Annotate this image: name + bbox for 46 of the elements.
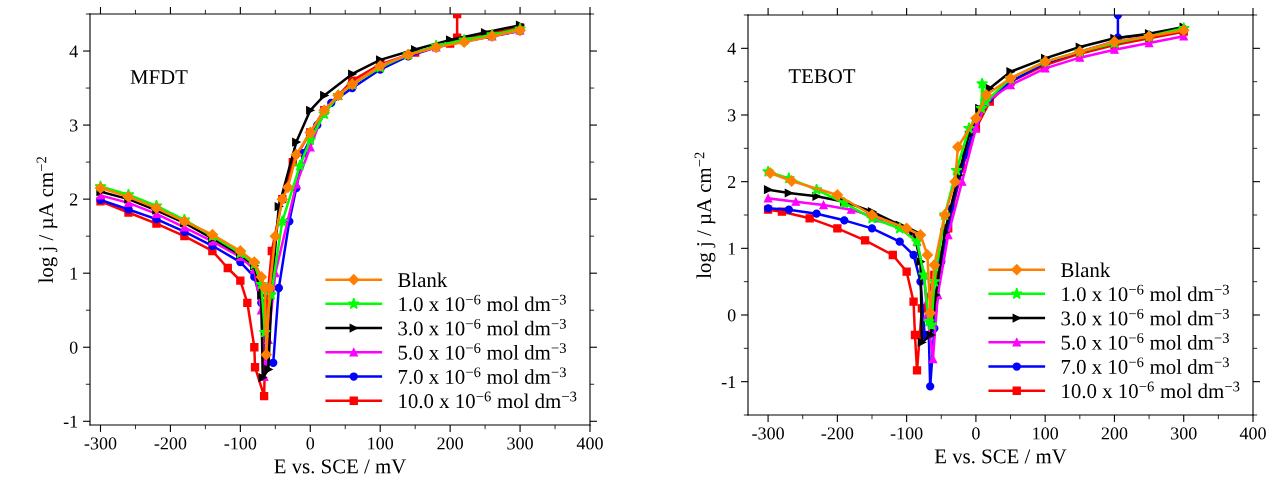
y-tick-label: 3 xyxy=(728,109,736,122)
x-tick-label: 400 xyxy=(1239,427,1266,440)
x-tick-label: 100 xyxy=(368,437,394,450)
legend-label: 10.0 x 10$^{−6}$ mol dm$^{−3}$ xyxy=(399,391,577,409)
x-tick-label: -300 xyxy=(84,437,117,450)
x-axis-title: E vs. SCE / mV xyxy=(274,459,407,474)
x-tick-label: -100 xyxy=(890,427,923,440)
y-tick-label: 1 xyxy=(70,267,78,280)
x-tick-label: 300 xyxy=(507,437,533,450)
legend-label: 5.0 x 10$^{−6}$ mol dm$^{−3}$ xyxy=(398,343,566,360)
y-tick-label: 4 xyxy=(69,45,78,58)
legend-label: Blank xyxy=(398,272,448,288)
legend-label: 1.0 x 10$^{−6}$ mol dm$^{−3}$ xyxy=(399,294,566,312)
legend-label: Blank xyxy=(1061,262,1111,278)
x-tick-label: 0 xyxy=(306,437,315,450)
y-tick-label: -1 xyxy=(63,415,78,428)
x-tick-label: -200 xyxy=(821,427,854,440)
x-tick-label: -200 xyxy=(154,437,187,450)
legend-label: 1.0 x 10$^{−6}$ mol dm$^{−3}$ xyxy=(1062,284,1229,302)
legend-label: 5.0 x 10$^{−6}$ mol dm$^{−3}$ xyxy=(1061,333,1229,350)
y-tick-label: 3 xyxy=(70,119,78,132)
legend-label: 10.0 x 10$^{−6}$ mol dm$^{−3}$ xyxy=(1062,381,1240,399)
x-tick-label: 200 xyxy=(437,437,463,450)
x-axis-title: E vs. SCE / mV xyxy=(934,449,1067,464)
y-tick-label: 0 xyxy=(727,309,736,322)
y-tick-label: -1 xyxy=(721,376,736,388)
annotation: MFDT xyxy=(130,70,188,84)
x-tick-label: 200 xyxy=(1101,427,1128,440)
y-tick-label: 4 xyxy=(727,42,736,55)
y-tick-label: 2 xyxy=(727,175,736,188)
legend-label: 7.0 x 10$^{−6}$ mol dm$^{−3}$ xyxy=(398,367,566,385)
legend-label: 3.0 x 10$^{−6}$ mol dm$^{−3}$ xyxy=(1061,308,1229,326)
y-tick-label: 0 xyxy=(69,341,78,354)
x-tick-label: -100 xyxy=(224,437,257,450)
x-tick-label: 0 xyxy=(972,427,980,440)
y-axis-title: log j / µA cm$^{−2}$ xyxy=(694,152,716,279)
x-tick-label: 400 xyxy=(576,437,603,450)
legend-label: 7.0 x 10$^{−6}$ mol dm$^{−3}$ xyxy=(1061,357,1229,375)
y-tick-label: 2 xyxy=(69,193,78,206)
legend-label: 3.0 x 10$^{−6}$ mol dm$^{−3}$ xyxy=(398,318,566,336)
x-tick-label: -300 xyxy=(752,427,784,440)
x-tick-label: 300 xyxy=(1171,427,1197,440)
x-tick-label: 100 xyxy=(1033,427,1059,440)
y-axis-title: log j / µA cm$^{−2}$ xyxy=(36,156,58,283)
annotation: TEBOT xyxy=(788,69,856,84)
y-tick-label: 1 xyxy=(728,242,736,255)
